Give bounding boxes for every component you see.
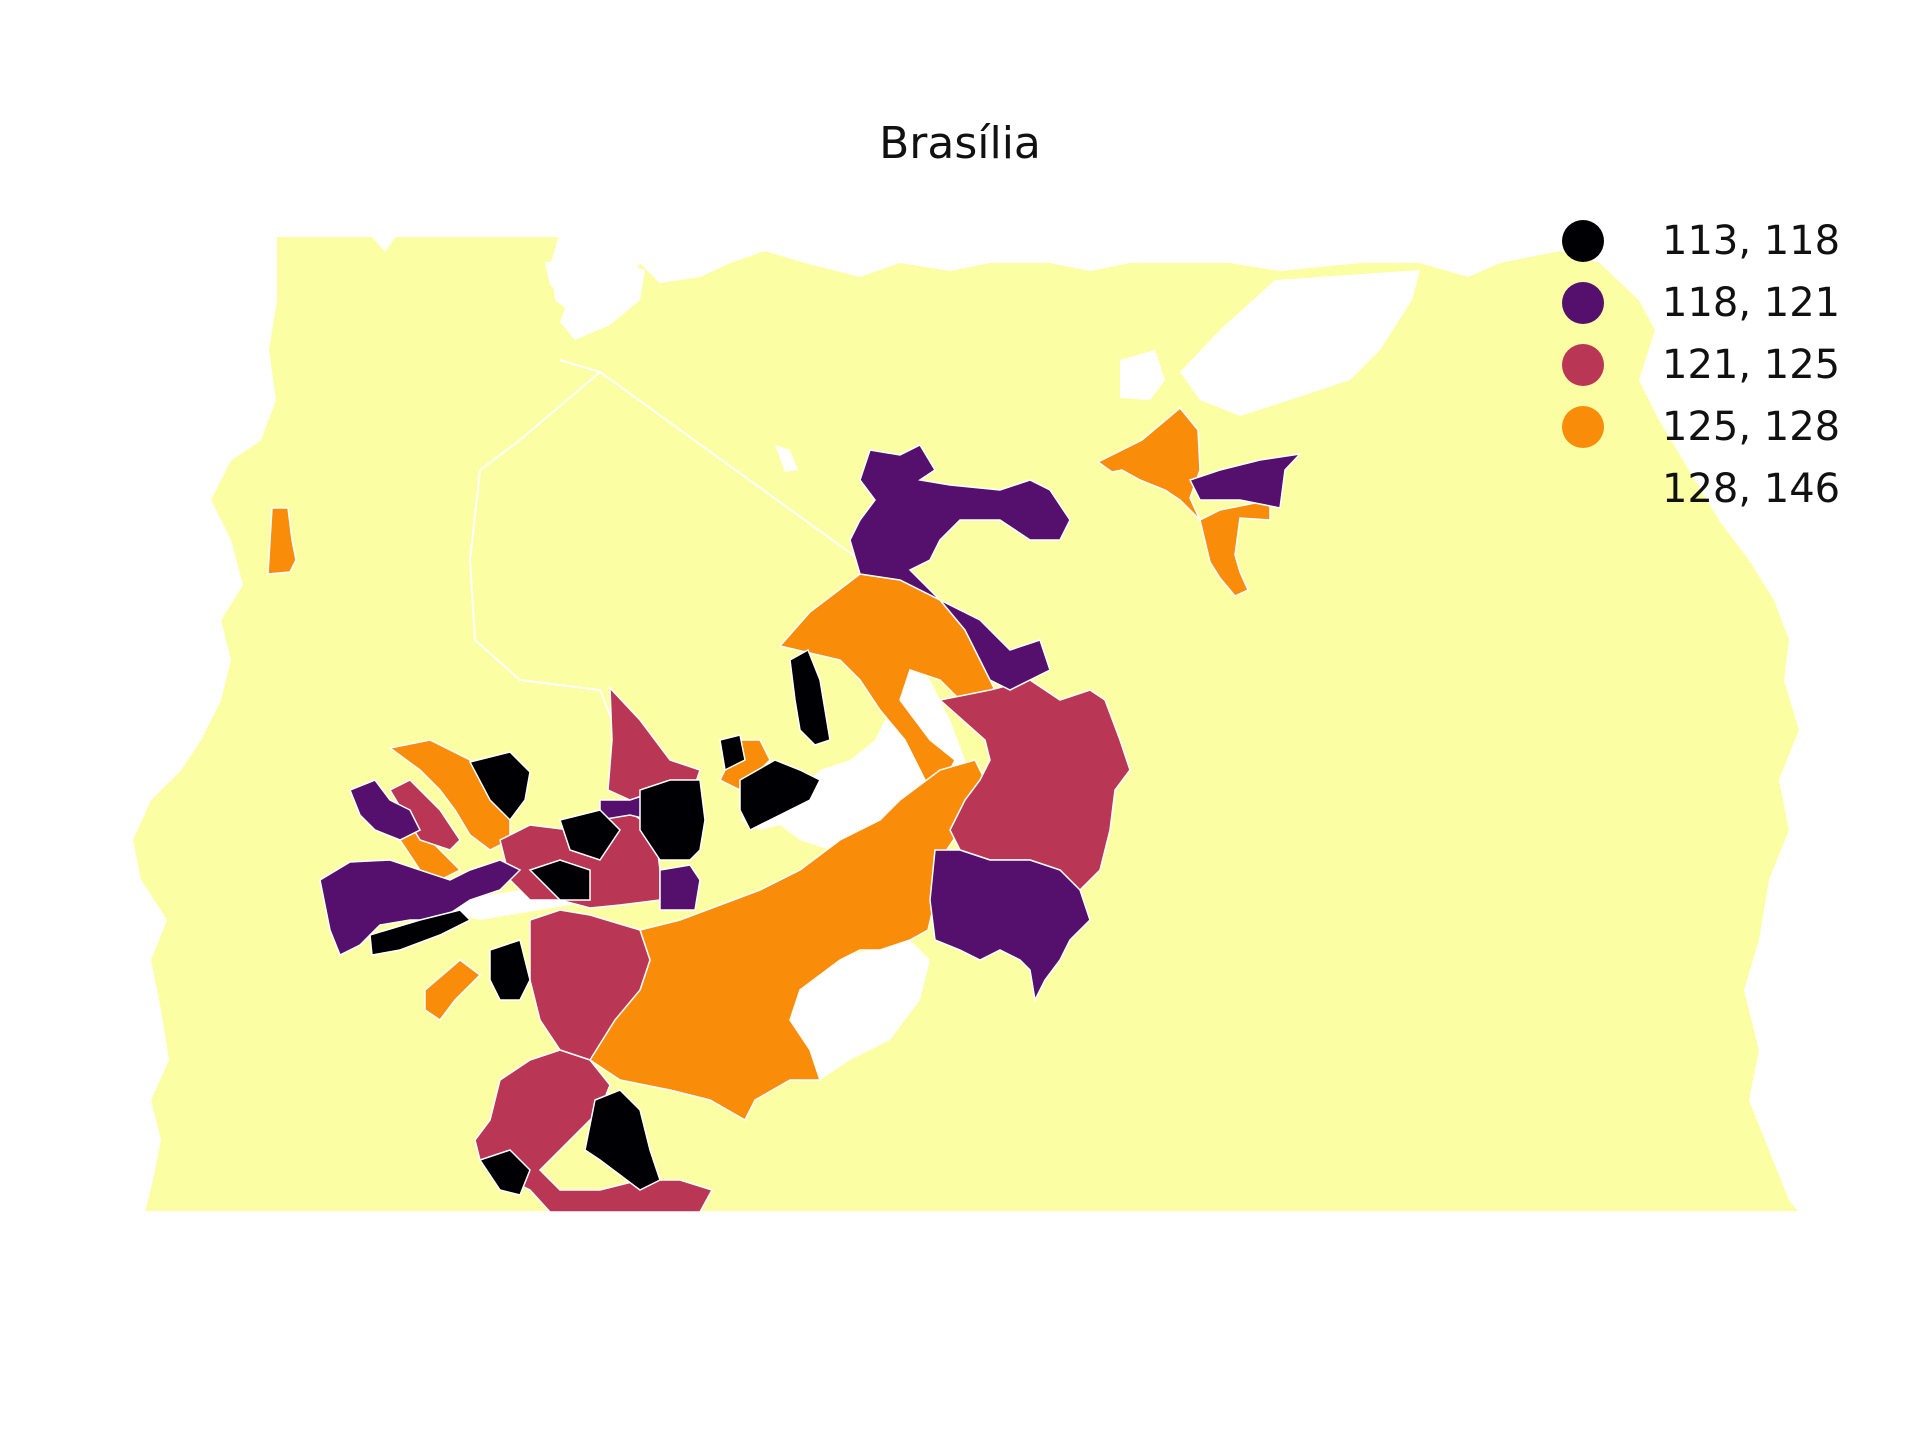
white-patch-small: [775, 445, 798, 472]
legend-label: 128, 146: [1662, 466, 1841, 512]
white-patch-north: [545, 258, 645, 340]
legend-swatch: [1562, 344, 1604, 386]
region-red-east: [938, 679, 1131, 892]
region-black-b: [739, 759, 822, 832]
region-purple-northeast: [1188, 452, 1303, 509]
region-black-a: [789, 648, 831, 746]
white-patch-east: [1120, 350, 1165, 400]
legend-label: 121, 125: [1662, 342, 1841, 388]
region-black-h: [528, 859, 591, 901]
legend-item-2: 121, 125: [1562, 340, 1902, 402]
region-orange-south-center: [589, 759, 986, 1122]
region-purple-center-b: [659, 864, 701, 911]
region-purple-north-center: [849, 444, 1071, 691]
region-purple-southeast: [929, 849, 1091, 1003]
region-black-g: [489, 939, 531, 1001]
region-red-southwest: [529, 909, 651, 1061]
region-black-c: [639, 779, 706, 861]
map-title: Brasília: [879, 118, 1041, 169]
legend-item-3: 125, 128: [1562, 402, 1902, 464]
lake-north: [1180, 270, 1420, 416]
region-purple-west-b: [319, 859, 522, 957]
legend-swatch: [1562, 468, 1604, 510]
region-orange-west-a: [388, 739, 511, 851]
region-black-d: [559, 809, 621, 861]
legend-item-4: 128, 146: [1562, 464, 1902, 526]
region-orange-southwest: [424, 959, 482, 1022]
legend-item-1: 118, 121: [1562, 278, 1902, 340]
region-black-i: [584, 1089, 661, 1191]
region-black-e: [468, 751, 531, 822]
region-orange-west: [267, 507, 297, 575]
legend-label: 113, 118: [1662, 218, 1841, 264]
legend-swatch: [1562, 406, 1604, 448]
legend-item-0: 113, 118: [1562, 216, 1902, 278]
region-orange-northeast: [1096, 406, 1271, 597]
region-black-k: [719, 734, 746, 772]
legend-swatch: [1562, 282, 1604, 324]
region-red-west-strip: [388, 779, 461, 851]
legend-label: 125, 128: [1662, 404, 1841, 450]
region-black-f: [369, 909, 472, 956]
map-legend: 113, 118 118, 121 121, 125 125, 128 128,…: [1562, 216, 1902, 526]
legend-label: 118, 121: [1662, 280, 1841, 326]
boundary-line-plano-piloto: [468, 359, 861, 741]
legend-swatch: [1562, 220, 1604, 262]
region-purple-west-a: [349, 779, 422, 841]
region-black-j: [478, 1149, 531, 1196]
